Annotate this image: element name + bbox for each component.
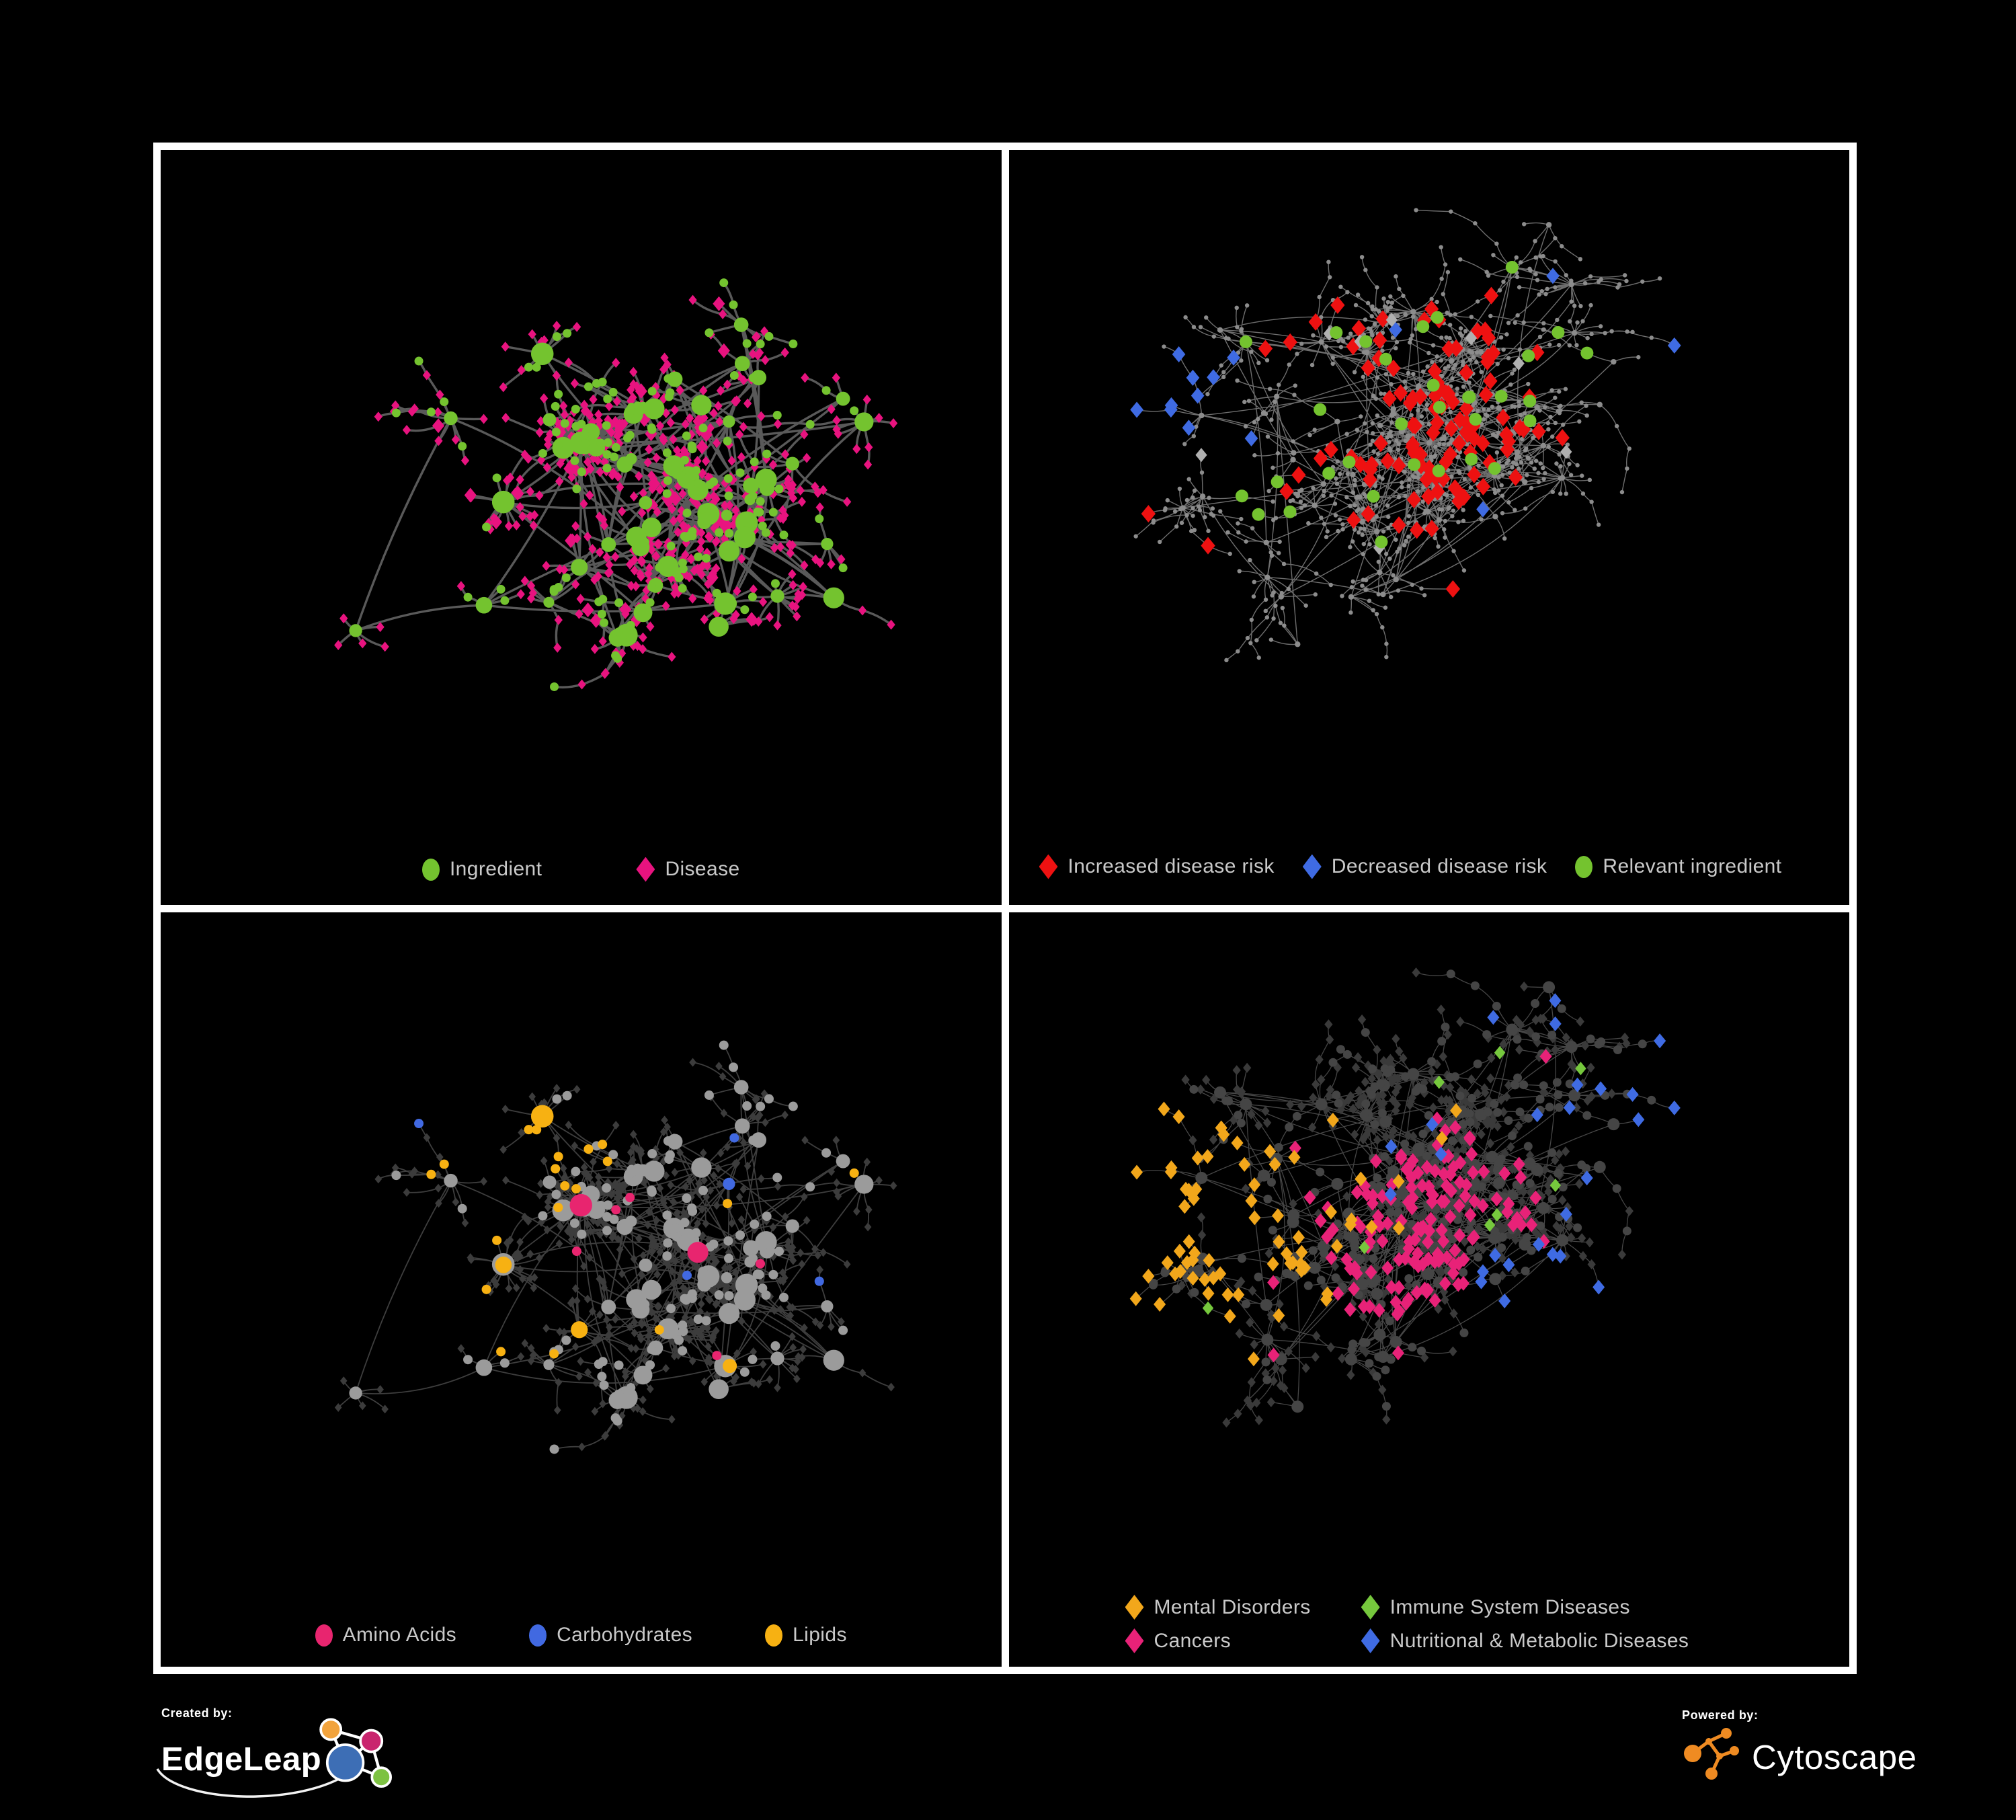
legend-item: Lipids	[765, 1624, 847, 1647]
panel-nutrient-classes: Amino Acids Carbohydrates Lipids	[161, 912, 1002, 1667]
amino-acids-legend-marker-icon	[315, 1624, 333, 1647]
nutrient-class-network-graph	[334, 1040, 897, 1454]
legend-item: Ingredient	[421, 858, 542, 881]
decreased-risk-legend-marker-icon	[1302, 854, 1322, 879]
legend-item: Carbohydrates	[529, 1624, 692, 1647]
edgeleap-logo: EdgeLeap	[156, 1718, 444, 1802]
legend-nutrient-classes: Amino Acids Carbohydrates Lipids	[161, 1624, 1002, 1647]
legend-label: Carbohydrates	[557, 1624, 693, 1646]
increased-risk-legend-marker-icon	[1039, 854, 1058, 879]
edgeleap-attribution: Created by: EdgeLeap	[156, 1706, 444, 1811]
legend-item: Cancers	[1125, 1628, 1311, 1653]
legend-item: Nutritional & Metabolic Diseases	[1361, 1628, 1689, 1653]
edgeleap-swoosh-icon	[156, 1768, 352, 1798]
legend-item: Disease	[636, 857, 739, 882]
edgeleap-network-icon	[319, 1718, 393, 1788]
legend-label: Decreased disease risk	[1331, 855, 1547, 877]
mental-disorders-legend-marker-icon	[1125, 1595, 1144, 1620]
legend-label: Mental Disorders	[1154, 1595, 1311, 1618]
powered-by-label: Powered by:	[1682, 1708, 1759, 1722]
cancers-legend-marker-icon	[1125, 1628, 1144, 1653]
panel-ingredient-disease: Ingredient Disease	[161, 150, 1002, 905]
lipids-legend-marker-icon	[765, 1624, 783, 1647]
panel-disease-risk: Increased disease risk Decreased disease…	[1008, 150, 1849, 905]
panel-disease-classes: Mental Disorders Cancers Immune System D…	[1008, 912, 1849, 1667]
legend-item: Increased disease risk	[1039, 854, 1275, 879]
legend-item: Decreased disease risk	[1302, 854, 1547, 879]
cytoscape-brand-text: Cytoscape	[1752, 1737, 1917, 1776]
legend-item: Mental Disorders	[1125, 1595, 1311, 1620]
relevant-ingredient-legend-marker-icon	[1575, 855, 1593, 878]
disease-class-network-graph	[1129, 967, 1681, 1427]
legend-label: Ingredient	[449, 858, 542, 880]
legend-label: Amino Acids	[342, 1624, 457, 1646]
legend-disease-classes: Mental Disorders Cancers Immune System D…	[1125, 1595, 1689, 1653]
disease-risk-network-graph	[1129, 208, 1681, 663]
ingredient-legend-marker-icon	[421, 858, 440, 881]
nutritional-metabolic-legend-marker-icon	[1361, 1628, 1380, 1653]
legend-label: Disease	[665, 858, 740, 880]
carbohydrates-legend-marker-icon	[529, 1624, 547, 1647]
legend-disease-risk: Increased disease risk Decreased disease…	[1039, 854, 1830, 879]
cytoscape-network-icon	[1684, 1728, 1739, 1780]
legend-label: Relevant ingredient	[1603, 855, 1782, 877]
edgeleap-brand-text: EdgeLeap	[161, 1741, 322, 1778]
panel-grid: Ingredient Disease Increased disease ris…	[153, 143, 1857, 1674]
legend-item: Amino Acids	[315, 1624, 456, 1647]
legend-label: Lipids	[793, 1624, 847, 1646]
legend-label: Nutritional & Metabolic Diseases	[1389, 1629, 1689, 1652]
legend-label: Immune System Diseases	[1389, 1595, 1630, 1618]
cytoscape-attribution: Powered by: Cytosc	[1682, 1708, 1978, 1803]
legend-item: Immune System Diseases	[1361, 1595, 1689, 1620]
legend-ingredient-disease: Ingredient Disease	[161, 857, 1002, 882]
created-by-label: Created by:	[161, 1706, 233, 1720]
immune-system-legend-marker-icon	[1361, 1595, 1380, 1620]
legend-label: Cancers	[1154, 1629, 1232, 1652]
disease-legend-marker-icon	[636, 857, 655, 882]
legend-label: Increased disease risk	[1067, 855, 1275, 877]
legend-item: Relevant ingredient	[1575, 855, 1781, 878]
ingredient-disease-network-graph	[334, 278, 898, 691]
